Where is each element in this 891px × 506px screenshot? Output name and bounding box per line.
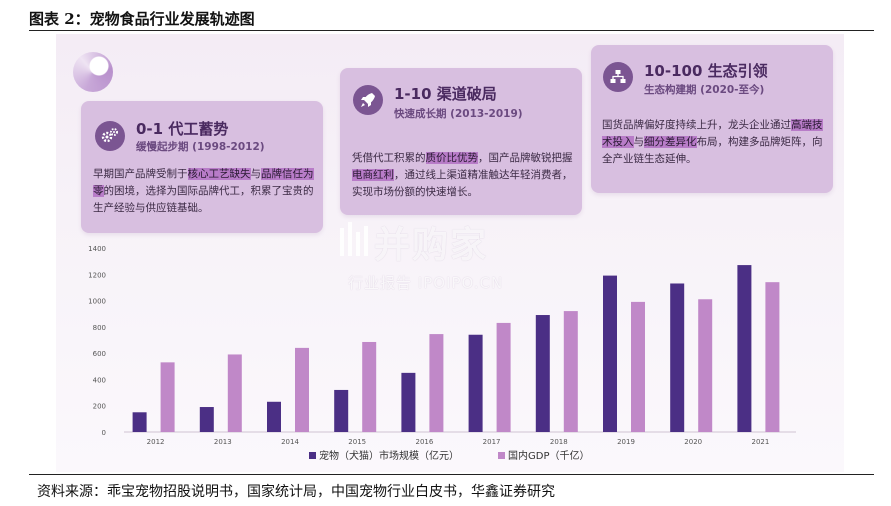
- bar-gdp: [429, 334, 444, 432]
- body-text: 与: [250, 168, 262, 180]
- card-subheading: 快速成长期 (2013-2019): [394, 108, 523, 120]
- bar-pet-market: [603, 275, 617, 432]
- body-text: 的困境，选择为国际品牌代工，积累了宝贵的生产经验与供应链基础。: [93, 185, 314, 214]
- body-text: 凭借代工积累的: [352, 152, 426, 164]
- card-heading: 1-10 渠道破局: [394, 85, 497, 103]
- gears-icon: [95, 121, 125, 151]
- card-subheading: 缓慢起步期 (1998-2012): [136, 141, 265, 153]
- bar-gdp: [765, 282, 780, 432]
- card-phase-1: 0-1 代工蓄势 缓慢起步期 (1998-2012) 早期国产品牌受制于核心工艺…: [81, 101, 323, 233]
- x-tick-label: 2016: [415, 438, 433, 446]
- bar-pet-market: [267, 401, 281, 432]
- x-tick-label: 2021: [751, 438, 769, 446]
- x-tick-label: 2019: [617, 438, 635, 446]
- source-note: 资料来源：乖宝宠物招股说明书，国家统计局，中国宠物行业白皮书，华鑫证券研究: [37, 484, 555, 500]
- bar-pet-market: [535, 315, 550, 432]
- bar-gdp: [160, 362, 175, 432]
- bar-pet-market: [199, 407, 214, 432]
- body-text: 国货品牌偏好度持续上升，龙头企业通过: [602, 119, 791, 131]
- bar-pet-market: [737, 265, 752, 432]
- body-text: ，国产品牌敏锐把握: [478, 152, 573, 164]
- y-tick-label: 1200: [88, 271, 106, 279]
- card-heading: 0-1 代工蓄势: [136, 120, 229, 138]
- x-tick-label: 2014: [281, 438, 299, 446]
- bar-pet-market: [132, 412, 147, 432]
- bar-gdp: [698, 299, 713, 432]
- x-tick-label: 2013: [214, 438, 232, 446]
- x-tick-label: 2012: [147, 438, 165, 446]
- body-text: 与: [633, 136, 645, 148]
- card-heading: 10-100 生态引领: [644, 62, 768, 80]
- y-tick-label: 1000: [88, 298, 106, 306]
- card-body: 早期国产品牌受制于核心工艺缺失与品牌信任为零的困境，选择为国际品牌代工，积累了宝…: [93, 166, 315, 217]
- body-text: ，通过线上渠道精准触达年轻消费者，实现市场份额的快速增长。: [352, 169, 573, 198]
- x-tick-label: 2020: [684, 438, 702, 446]
- bar-gdp: [362, 341, 377, 432]
- y-tick-label: 200: [93, 403, 106, 411]
- highlight-text: 核心工艺缺失: [187, 168, 251, 180]
- bar-gdp: [227, 354, 242, 432]
- bar-pet-market: [670, 283, 685, 432]
- card-subheading: 生态构建期 (2020-至今): [644, 84, 765, 96]
- card-body: 凭借代工积累的质价比优势，国产品牌敏锐把握电商红利，通过线上渠道精准触达年轻消费…: [352, 150, 576, 201]
- network-icon: [603, 62, 633, 92]
- figure-title: 图表 2：宠物食品行业发展轨迹图: [29, 10, 255, 28]
- card-phase-2: 1-10 渠道破局 快速成长期 (2013-2019) 凭借代工积累的质价比优势…: [340, 68, 582, 215]
- highlight-text: 细分差异化: [644, 136, 697, 148]
- legend-swatch: [498, 452, 505, 459]
- decorative-ring: [73, 52, 113, 92]
- bottom-rule: [29, 474, 874, 475]
- highlight-text: 电商红利: [352, 169, 394, 181]
- bar-pet-market: [334, 389, 349, 432]
- x-tick-label: 2018: [550, 438, 568, 446]
- y-tick-label: 600: [93, 350, 106, 358]
- legend-swatch: [309, 452, 316, 459]
- bar-gdp: [563, 311, 578, 432]
- bar-gdp: [496, 322, 511, 432]
- y-tick-label: 400: [93, 376, 106, 384]
- highlight-text: 质价比优势: [425, 152, 478, 164]
- legend-label: 宠物（犬猫）市场规模（亿元）: [319, 449, 459, 462]
- y-tick-label: 1400: [88, 245, 106, 253]
- rocket-icon: [353, 85, 383, 115]
- card-phase-3: 10-100 生态引领 生态构建期 (2020-至今) 国货品牌偏好度持续上升，…: [591, 45, 833, 193]
- card-body: 国货品牌偏好度持续上升，龙头企业通过高端技术投入与细分差异化布局，构建多品牌矩阵…: [602, 117, 826, 168]
- bar-pet-market: [401, 372, 416, 432]
- top-rule: [29, 30, 874, 31]
- bar-gdp: [631, 301, 645, 432]
- body-text: 早期国产品牌受制于: [93, 168, 188, 180]
- bar-pet-market: [468, 334, 483, 432]
- x-tick-label: 2015: [348, 438, 366, 446]
- y-tick-label: 0: [102, 429, 106, 437]
- y-tick-label: 800: [93, 324, 106, 332]
- body-text: 布局，构建多品牌矩阵，向全产业链生态延伸。: [602, 136, 823, 165]
- legend-label: 国内GDP（千亿）: [508, 449, 589, 462]
- bar-gdp: [295, 347, 309, 432]
- x-tick-label: 2017: [483, 438, 501, 446]
